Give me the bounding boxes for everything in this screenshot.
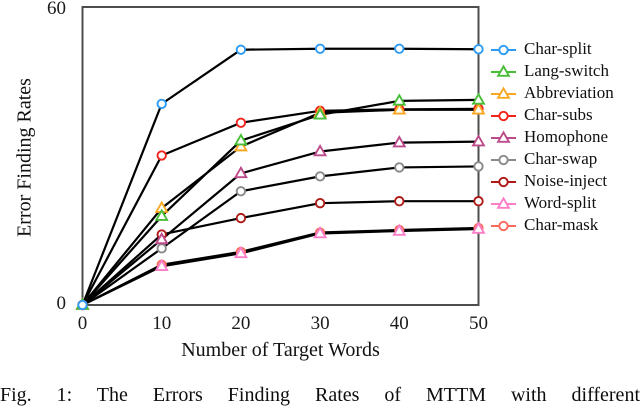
marker-triangle: [392, 135, 407, 148]
legend-item-char-mask: Char-mask: [490, 214, 614, 236]
legend-item-char-subs: Char-subs: [490, 104, 614, 126]
chart-legend: Char-split Lang-switch Abbreviation Char-su…: [490, 38, 614, 236]
marker-triangle: [496, 85, 511, 99]
legend-item-char-swap: Char-swap: [490, 148, 614, 170]
marker-circle: [498, 154, 509, 165]
marker-circle: [156, 98, 167, 110]
noise-inject-marker-icon: [491, 176, 516, 187]
marker-triangle: [154, 231, 169, 245]
legend-label: Homophone: [524, 127, 609, 146]
marker-triangle: [392, 93, 407, 106]
series-line-noise-inject: [81, 200, 479, 306]
homophone-marker-icon: [491, 129, 516, 143]
legend-label: Char-mask: [524, 215, 599, 234]
x-tick-label-50: 50: [469, 313, 488, 334]
marker-triangle: [392, 102, 407, 115]
series-line-char-split: [81, 47, 479, 306]
char-mask-marker-icon: [491, 220, 516, 231]
legend-label: Char-swap: [524, 149, 598, 168]
marker-circle: [473, 161, 484, 172]
legend-item-lang-switch: Lang-switch: [490, 60, 614, 82]
marker-circle: [394, 196, 405, 207]
series-line-char-swap: [81, 165, 479, 306]
marker-triangle: [233, 245, 248, 259]
line-chart: [75, 6, 486, 311]
char-split-marker-icon: [491, 44, 516, 55]
series-line-char-mask: [82, 226, 479, 306]
y-axis-title: Error Finding Rates: [13, 78, 36, 237]
marker-circle: [314, 43, 326, 54]
x-tick-label-0: 0: [77, 313, 88, 334]
y-tick-label-0: 0: [56, 293, 67, 314]
marker-circle: [314, 198, 326, 209]
marker-circle: [498, 220, 509, 231]
marker-circle: [235, 186, 247, 197]
marker-triangle: [496, 129, 511, 143]
legend-label: Abbreviation: [524, 83, 614, 102]
plot-border: [81, 6, 480, 306]
x-tick-label-10: 10: [152, 313, 172, 334]
marker-circle: [498, 110, 509, 121]
marker-circle: [394, 162, 405, 173]
marker-circle: [156, 150, 167, 161]
legend-item-char-split: Char-split: [490, 38, 614, 60]
abbreviation-marker-icon: [491, 85, 516, 99]
figure-caption: Fig. 1: The Errors Finding Rates of MTTM…: [0, 384, 640, 406]
word-split-marker-icon: [491, 195, 516, 209]
char-subs-marker-icon: [491, 110, 516, 121]
marker-circle: [473, 44, 484, 55]
marker-triangle: [471, 134, 486, 147]
legend-label: Noise-inject: [524, 171, 608, 190]
x-tick-label-20: 20: [231, 313, 251, 334]
marker-triangle: [154, 258, 169, 272]
marker-triangle: [496, 63, 511, 77]
legend-label: Char-subs: [524, 105, 593, 124]
marker-circle: [156, 243, 167, 254]
char-swap-marker-icon: [491, 154, 516, 165]
legend-item-homophone: Homophone: [490, 126, 614, 148]
x-tick-label-30: 30: [310, 313, 330, 334]
series-line-char-subs: [81, 107, 479, 306]
marker-circle: [314, 171, 326, 182]
marker-triangle: [233, 165, 248, 179]
series-line-lang-switch: [81, 98, 479, 306]
marker-circle: [77, 299, 88, 311]
marker-circle: [235, 212, 247, 224]
marker-triangle: [233, 133, 248, 146]
legend-label: Word-split: [524, 193, 597, 212]
x-axis-title: Number of Target Words: [181, 339, 380, 361]
marker-triangle: [392, 223, 407, 236]
series-line-homophone: [81, 140, 479, 306]
marker-triangle: [313, 144, 328, 157]
marker-circle: [473, 196, 484, 207]
marker-triangle: [471, 221, 486, 234]
marker-circle: [235, 44, 247, 55]
marker-circle: [498, 176, 509, 187]
marker-circle: [235, 117, 247, 128]
y-tick-label-60: 60: [47, 0, 66, 19]
marker-triangle: [496, 195, 511, 209]
marker-triangle: [154, 208, 169, 221]
marker-circle: [394, 43, 405, 54]
marker-triangle: [471, 102, 486, 115]
legend-item-word-split: Word-split: [490, 192, 614, 214]
x-tick-label-40: 40: [389, 313, 409, 334]
legend-label: Lang-switch: [524, 61, 609, 80]
legend-label: Char-split: [524, 39, 592, 58]
marker-triangle: [313, 225, 328, 239]
marker-triangle: [471, 92, 486, 105]
legend-item-abbreviation: Abbreviation: [490, 82, 614, 104]
marker-triangle: [233, 139, 248, 152]
lang-switch-marker-icon: [491, 63, 516, 77]
legend-item-noise-inject: Noise-inject: [490, 170, 614, 192]
series-line-word-split: [82, 227, 479, 306]
marker-triangle: [313, 107, 328, 120]
marker-circle: [498, 44, 509, 55]
